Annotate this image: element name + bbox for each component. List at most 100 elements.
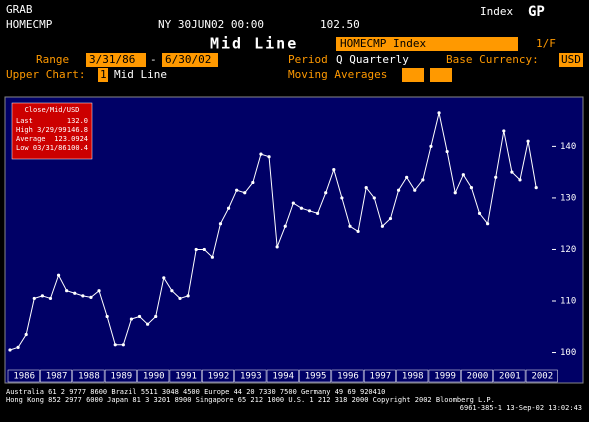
ma-box-1[interactable] bbox=[402, 68, 424, 82]
data-point bbox=[129, 317, 134, 321]
legend-key: High 3/29/99 bbox=[16, 126, 67, 134]
legend-value: 132.0 bbox=[67, 117, 88, 125]
x-tick-label: 1993 bbox=[240, 372, 262, 382]
x-tick-box bbox=[72, 369, 105, 383]
datetime: NY 30JUN02 00:00 bbox=[158, 18, 264, 31]
x-tick-label: 1989 bbox=[110, 372, 132, 382]
data-point bbox=[97, 289, 101, 293]
period-value[interactable]: Q Quarterly bbox=[336, 53, 409, 66]
data-point bbox=[380, 224, 384, 228]
x-tick-label: 2000 bbox=[467, 372, 489, 382]
data-point bbox=[137, 314, 142, 319]
data-point bbox=[162, 276, 166, 280]
data-point bbox=[81, 294, 85, 298]
footer-line: Australia 61 2 9777 8600 Brazil 5511 304… bbox=[6, 388, 385, 396]
x-tick-label: 1998 bbox=[402, 372, 424, 382]
x-tick-box bbox=[202, 369, 234, 383]
data-point bbox=[210, 255, 214, 259]
footer-line: Hong Kong 852 2977 6000 Japan 81 3 3201 … bbox=[6, 396, 495, 404]
data-point bbox=[283, 224, 287, 228]
data-point bbox=[178, 296, 182, 301]
x-tick-box bbox=[137, 369, 170, 383]
x-tick-box bbox=[266, 369, 299, 383]
data-point bbox=[348, 224, 352, 228]
data-point bbox=[526, 139, 530, 143]
data-point bbox=[48, 296, 53, 301]
x-tick-label: 1988 bbox=[78, 372, 100, 382]
data-point bbox=[340, 196, 344, 200]
x-tick-box bbox=[363, 369, 396, 383]
data-point bbox=[154, 314, 158, 319]
y-tick-label: 140 bbox=[560, 142, 576, 152]
ticker-box[interactable] bbox=[336, 37, 518, 51]
y-tick-label: 120 bbox=[560, 245, 576, 255]
ma-box-2[interactable] bbox=[430, 68, 452, 82]
command: GP bbox=[528, 4, 545, 20]
legend-title: Close/Mid/USD bbox=[25, 106, 80, 114]
range-start: 3/31/86 bbox=[89, 53, 135, 66]
data-point bbox=[170, 289, 174, 293]
range-start-box[interactable] bbox=[86, 53, 146, 67]
range-label: Range bbox=[36, 53, 69, 66]
upper-chart-box[interactable] bbox=[98, 68, 108, 82]
data-point bbox=[518, 178, 522, 182]
data-point bbox=[494, 175, 498, 179]
upper-chart-num: 1 bbox=[100, 68, 107, 81]
price-line bbox=[9, 112, 537, 351]
upper-chart-label: Upper Chart: bbox=[6, 68, 85, 81]
data-point bbox=[32, 296, 36, 301]
data-point bbox=[510, 170, 514, 174]
data-point bbox=[437, 111, 441, 115]
screen-title: Mid Line bbox=[210, 35, 298, 53]
x-tick-label: 1986 bbox=[13, 372, 35, 382]
upper-chart-value: Mid Line bbox=[114, 68, 167, 81]
x-tick-box bbox=[169, 369, 202, 383]
currency-label: Base Currency: bbox=[446, 53, 539, 66]
x-tick-label: 1999 bbox=[434, 372, 456, 382]
data-point bbox=[453, 191, 457, 195]
data-point bbox=[259, 152, 263, 156]
x-tick-label: 1997 bbox=[370, 372, 392, 382]
data-point bbox=[235, 188, 239, 192]
legend-value: 100.4 bbox=[67, 144, 88, 152]
data-point bbox=[364, 186, 368, 190]
data-point bbox=[73, 291, 77, 295]
currency-box[interactable] bbox=[559, 53, 583, 67]
x-tick-box bbox=[461, 369, 493, 383]
data-point bbox=[502, 129, 506, 133]
x-tick-box bbox=[40, 369, 73, 383]
data-point bbox=[251, 180, 255, 185]
x-tick-box bbox=[299, 369, 332, 383]
range-end-box[interactable] bbox=[162, 53, 218, 67]
x-tick-box bbox=[428, 369, 461, 383]
data-point bbox=[56, 273, 61, 277]
data-point bbox=[202, 247, 206, 252]
plot-area bbox=[4, 96, 584, 384]
data-point bbox=[372, 196, 376, 200]
data-point bbox=[275, 245, 279, 249]
x-tick-label: 1994 bbox=[272, 372, 294, 382]
market: Index bbox=[480, 5, 513, 18]
data-point bbox=[477, 211, 482, 215]
data-point bbox=[405, 175, 409, 179]
x-tick-label: 1991 bbox=[175, 372, 197, 382]
x-tick-box bbox=[525, 369, 558, 383]
period-label: Period bbox=[288, 53, 328, 66]
data-point bbox=[113, 343, 117, 347]
y-tick-label: 130 bbox=[560, 193, 576, 203]
data-point bbox=[89, 295, 93, 299]
data-point bbox=[388, 216, 393, 221]
data-point bbox=[226, 206, 231, 210]
x-tick-box bbox=[331, 369, 364, 383]
data-point bbox=[194, 247, 198, 252]
data-point bbox=[429, 144, 433, 148]
x-tick-label: 1990 bbox=[143, 372, 165, 382]
data-point bbox=[316, 211, 320, 215]
range-dash: - bbox=[150, 53, 157, 66]
data-point bbox=[8, 348, 12, 352]
data-point bbox=[461, 173, 465, 177]
data-point bbox=[332, 167, 336, 172]
x-tick-label: 2002 bbox=[531, 372, 553, 382]
range-end: 6/30/02 bbox=[165, 53, 211, 66]
